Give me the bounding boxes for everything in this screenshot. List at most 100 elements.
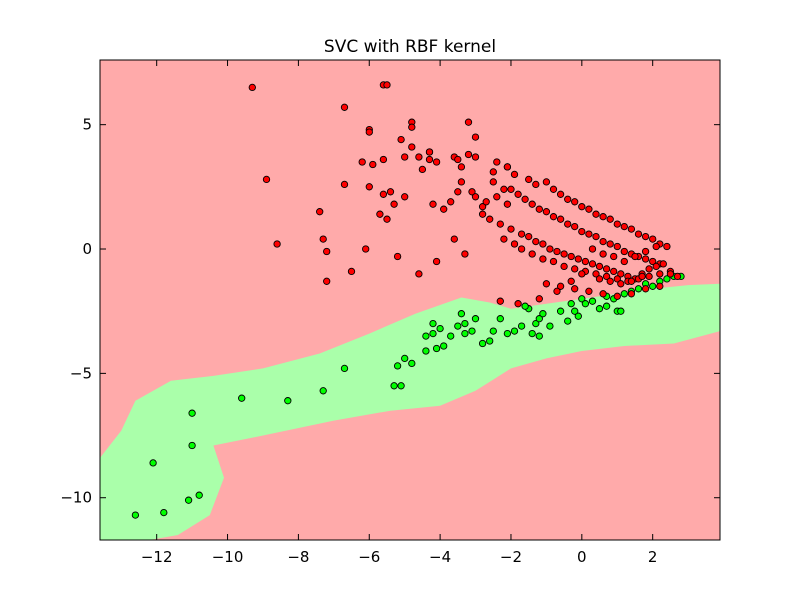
point-red <box>447 198 455 206</box>
point-red <box>539 240 547 248</box>
point-green <box>422 332 430 340</box>
point-red <box>316 208 324 216</box>
x-tick-label: −12 <box>141 548 173 566</box>
point-red <box>440 205 448 213</box>
point-green <box>397 382 405 390</box>
point-red <box>602 272 611 281</box>
point-red <box>532 180 540 189</box>
point-green <box>567 300 575 308</box>
point-red <box>542 178 551 186</box>
point-red <box>408 123 416 131</box>
point-green <box>160 508 168 517</box>
point-green <box>496 315 504 323</box>
point-red <box>567 252 575 261</box>
point-green <box>649 282 657 290</box>
point-green <box>461 319 469 328</box>
point-green <box>454 322 462 330</box>
point-green <box>471 315 480 323</box>
point-red <box>574 255 582 263</box>
point-green <box>195 491 203 499</box>
point-green <box>510 327 519 335</box>
point-red <box>673 272 682 281</box>
point-red <box>539 255 547 263</box>
point-red <box>613 220 621 228</box>
point-red <box>401 153 409 161</box>
point-green <box>468 327 476 335</box>
point-green <box>581 300 590 308</box>
point-red <box>645 272 653 281</box>
point-red <box>578 270 586 278</box>
point-red <box>599 250 607 258</box>
point-red <box>528 250 536 258</box>
point-red <box>471 133 480 141</box>
point-green <box>188 441 196 450</box>
point-red <box>262 175 271 184</box>
point-red <box>641 247 650 256</box>
data-points <box>131 81 685 519</box>
point-green <box>429 319 437 328</box>
point-red <box>415 270 423 278</box>
point-red <box>454 155 462 164</box>
point-red <box>478 210 487 218</box>
point-red <box>620 222 628 231</box>
point-red <box>383 81 391 89</box>
point-green <box>546 322 554 330</box>
point-red <box>553 247 561 256</box>
point-red <box>401 193 409 201</box>
point-red <box>471 153 480 161</box>
point-red <box>663 242 671 251</box>
point-green <box>532 319 540 328</box>
point-green <box>461 329 469 338</box>
y-axis: 5 0 −5 −10 <box>60 116 720 507</box>
point-red <box>365 183 373 191</box>
point-red <box>383 215 391 223</box>
point-green <box>429 329 437 338</box>
point-red <box>457 178 466 186</box>
point-red <box>553 287 561 295</box>
point-green <box>408 359 416 368</box>
x-tick-label: −10 <box>212 548 244 566</box>
point-green <box>131 511 140 519</box>
point-red <box>514 300 522 308</box>
point-green <box>340 364 349 373</box>
point-green <box>595 305 604 313</box>
point-red <box>592 270 600 278</box>
point-green <box>319 387 327 395</box>
point-red <box>613 242 621 251</box>
point-red <box>425 155 434 164</box>
point-green <box>401 354 409 363</box>
y-tick-label: −5 <box>70 364 92 382</box>
point-red <box>510 170 519 179</box>
point-red <box>627 225 636 233</box>
point-red <box>556 282 565 290</box>
point-red <box>418 165 427 174</box>
point-red <box>507 225 515 233</box>
point-red <box>560 262 568 271</box>
point-red <box>500 235 508 243</box>
point-red <box>425 148 434 156</box>
point-red <box>510 240 519 248</box>
point-red <box>393 252 402 261</box>
point-red <box>602 265 611 273</box>
point-red <box>564 195 572 203</box>
point-red <box>521 195 529 203</box>
point-red <box>571 198 579 206</box>
point-red <box>347 267 356 276</box>
point-red <box>666 270 675 278</box>
point-green <box>663 275 671 283</box>
point-green <box>617 307 625 315</box>
point-red <box>656 282 664 290</box>
point-red <box>649 257 657 266</box>
point-red <box>659 260 667 268</box>
point-red <box>620 257 628 266</box>
point-red <box>606 277 614 285</box>
point-red <box>507 185 515 193</box>
point-red <box>464 150 473 159</box>
point-red <box>408 143 416 151</box>
point-green <box>149 459 157 467</box>
point-red <box>617 280 625 288</box>
point-green <box>564 317 572 325</box>
point-green <box>284 397 292 405</box>
point-red <box>319 235 327 243</box>
